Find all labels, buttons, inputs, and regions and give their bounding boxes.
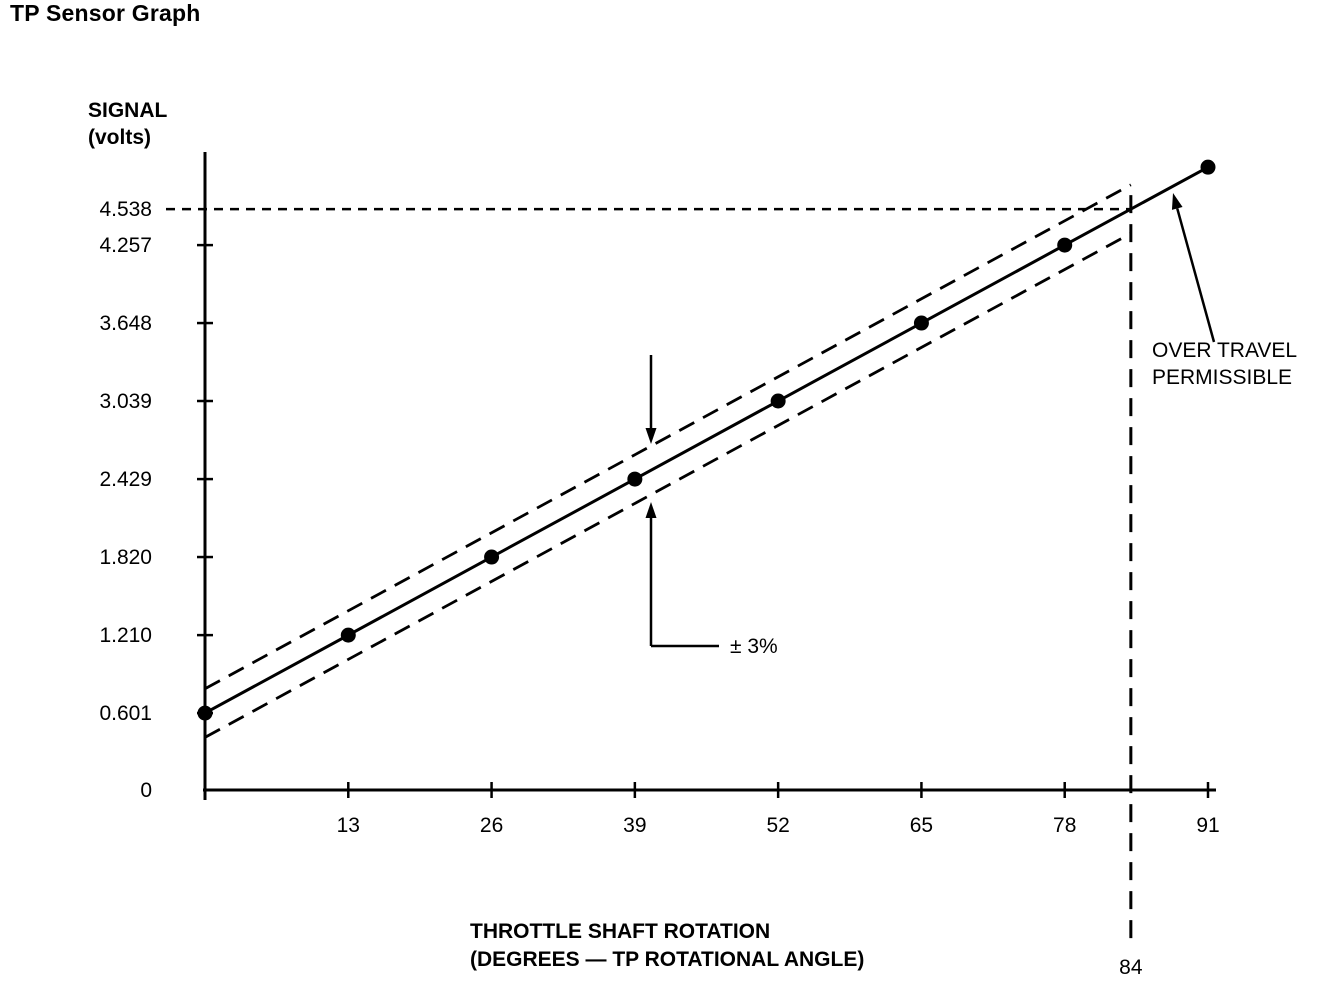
y-axis-title-line1: SIGNAL — [88, 99, 168, 122]
x-tick-label: 78 — [1053, 814, 1076, 837]
y-tick-label: 0 — [140, 779, 152, 802]
data-point — [913, 315, 929, 331]
y-tick-label: 4.538 — [99, 198, 152, 221]
lower-tolerance-arrow-head — [645, 502, 657, 518]
overtravel-label-line1: OVER TRAVEL — [1152, 339, 1297, 362]
y-axis-title: SIGNAL (volts) — [88, 97, 167, 151]
data-point — [1200, 159, 1216, 175]
y-tick-label: 2.429 — [99, 468, 152, 491]
y-tick-label: 1.820 — [99, 546, 152, 569]
data-point — [1057, 237, 1073, 253]
y-tick-label: 1.210 — [99, 624, 152, 647]
data-point — [627, 471, 643, 487]
x-axis-title-line2: (DEGREES — TP ROTATIONAL ANGLE) — [470, 948, 865, 971]
data-point — [197, 705, 213, 721]
y-tick-label: 0.601 — [99, 702, 152, 725]
page-title: TP Sensor Graph — [10, 0, 201, 26]
x-tick-label: 65 — [910, 814, 933, 837]
overtravel-arrow-shaft — [1176, 208, 1216, 343]
data-point — [340, 627, 356, 643]
y-tick-label: 4.257 — [99, 234, 152, 257]
x-tick-label: 13 — [337, 814, 360, 837]
data-point — [484, 549, 500, 565]
reference-degrees-label: 84 — [1119, 956, 1143, 979]
overtravel-label-line2: PERMISSIBLE — [1152, 366, 1292, 389]
data-point — [770, 393, 786, 409]
y-tick-label: 3.648 — [99, 312, 152, 335]
series-lower-tolerance — [204, 232, 1132, 739]
tolerance-label: ± 3% — [730, 635, 778, 658]
y-axis-title-line2: (volts) — [88, 126, 151, 149]
series-nominal-signal-line — [204, 165, 1209, 715]
upper-tolerance-arrow-head — [645, 428, 657, 444]
x-axis-title: THROTTLE SHAFT ROTATION (DEGREES — TP RO… — [470, 918, 864, 974]
x-tick-label: 52 — [766, 814, 789, 837]
series-upper-tolerance — [204, 183, 1132, 690]
overtravel-arrow-head — [1171, 193, 1183, 210]
x-tick-label: 91 — [1196, 814, 1219, 837]
y-tick-label: 3.039 — [99, 390, 152, 413]
x-axis-title-line1: THROTTLE SHAFT ROTATION — [470, 920, 771, 943]
x-tick-label: 26 — [480, 814, 503, 837]
x-tick-label: 39 — [623, 814, 646, 837]
